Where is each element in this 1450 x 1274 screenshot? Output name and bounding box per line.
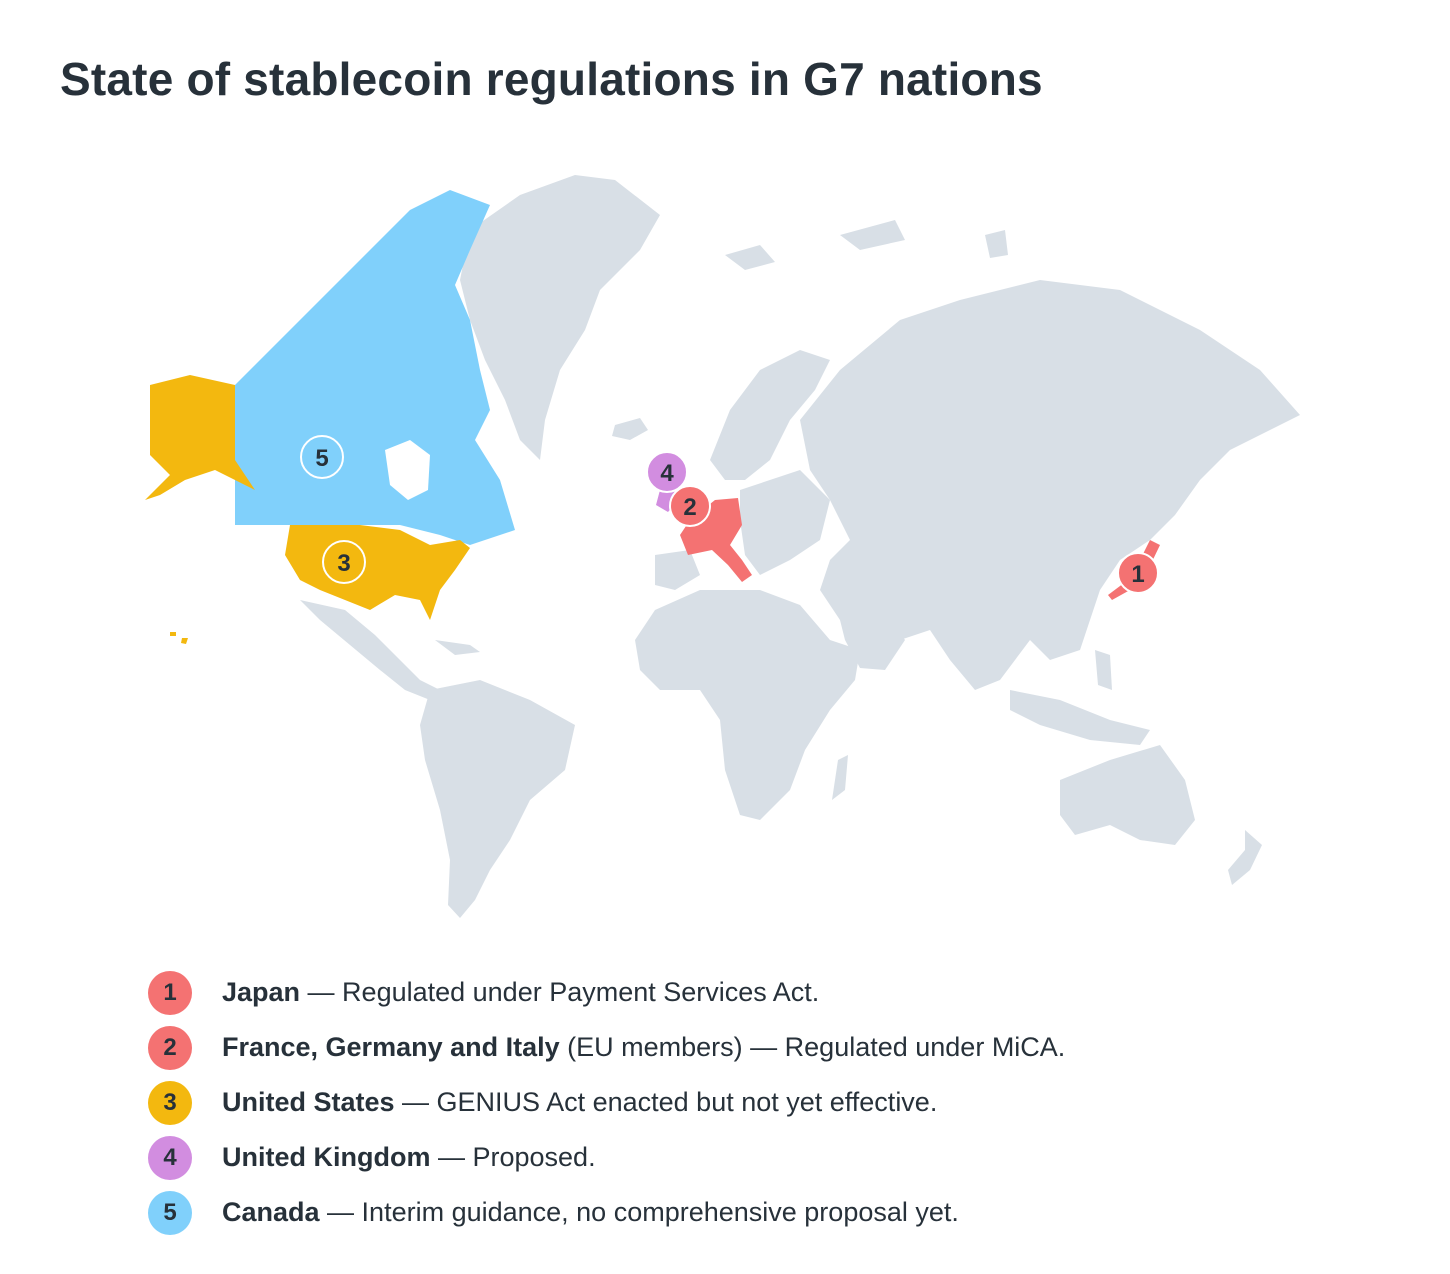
marker-3: 3	[322, 540, 366, 584]
legend-text: United States — GENIUS Act enacted but n…	[222, 1087, 937, 1118]
legend-country-name: United States	[222, 1087, 395, 1117]
legend-badge: 4	[148, 1135, 192, 1180]
canada-region	[235, 190, 515, 545]
south-america-region	[420, 680, 575, 918]
legend-status: — GENIUS Act enacted but not yet effecti…	[394, 1087, 938, 1117]
legend-text: France, Germany and Italy (EU members) —…	[222, 1032, 1065, 1063]
iberia-region	[655, 550, 700, 590]
caribbean-region	[435, 640, 480, 655]
legend-country-name: Japan	[222, 977, 301, 1007]
australia-region	[1060, 745, 1195, 845]
marker-4-label: 4	[660, 460, 674, 487]
legend: 1 Japan — Regulated under Payment Servic…	[148, 965, 1348, 1240]
legend-qualifier: (EU members)	[559, 1032, 743, 1062]
legend-text: Canada — Interim guidance, no comprehens…	[222, 1197, 959, 1228]
marker-5: 5	[300, 435, 344, 479]
legend-text: United Kingdom — Proposed.	[222, 1142, 596, 1173]
hudson-bay	[385, 440, 430, 500]
arabia-region	[835, 600, 905, 670]
legend-item-canada: 5 Canada — Interim guidance, no comprehe…	[148, 1185, 1348, 1240]
legend-item-eu: 2 France, Germany and Italy (EU members)…	[148, 1020, 1348, 1075]
central-america-region	[300, 600, 440, 700]
legend-status: — Regulated under MiCA.	[742, 1032, 1066, 1062]
marker-1-label: 1	[1131, 561, 1144, 588]
iceland-region	[612, 418, 648, 440]
hawaii-region	[170, 632, 188, 644]
page-title: State of stablecoin regulations in G7 na…	[60, 53, 1043, 105]
united-states-region	[285, 525, 470, 620]
legend-item-united-kingdom: 4 United Kingdom — Proposed.	[148, 1130, 1348, 1185]
legend-badge: 3	[148, 1080, 192, 1125]
legend-badge: 2	[148, 1025, 192, 1070]
legend-badge: 5	[148, 1190, 192, 1235]
alaska-region	[145, 375, 255, 500]
philippines-region	[1095, 650, 1112, 690]
marker-2: 2	[669, 485, 711, 527]
legend-country-name: France, Germany and Italy	[222, 1032, 560, 1062]
legend-status: — Interim guidance, no comprehensive pro…	[319, 1197, 959, 1227]
greenland-region	[460, 175, 660, 460]
marker-5-label: 5	[315, 445, 328, 472]
legend-badge: 1	[148, 970, 192, 1015]
marker-4: 4	[646, 451, 688, 493]
southeast-asia-region	[1010, 690, 1150, 745]
madagascar-region	[832, 755, 848, 800]
legend-text: Japan — Regulated under Payment Services…	[222, 977, 819, 1008]
new-zealand-region	[1228, 830, 1262, 885]
scandinavia-region	[710, 350, 830, 480]
marker-2-label: 2	[683, 494, 696, 521]
marker-1: 1	[1117, 552, 1159, 594]
eurasia-region	[800, 280, 1300, 690]
legend-country-name: Canada	[222, 1197, 320, 1227]
africa-region	[635, 590, 860, 820]
legend-status: — Proposed.	[430, 1142, 596, 1172]
legend-country-name: United Kingdom	[222, 1142, 431, 1172]
legend-item-united-states: 3 United States — GENIUS Act enacted but…	[148, 1075, 1348, 1130]
legend-item-japan: 1 Japan — Regulated under Payment Servic…	[148, 965, 1348, 1020]
legend-status: — Regulated under Payment Services Act.	[300, 977, 820, 1007]
world-map: 1 2 3 4 5	[145, 175, 1300, 918]
eastern-europe-region	[740, 470, 830, 575]
marker-3-label: 3	[337, 550, 350, 577]
arctic-islands-region	[725, 220, 1008, 270]
